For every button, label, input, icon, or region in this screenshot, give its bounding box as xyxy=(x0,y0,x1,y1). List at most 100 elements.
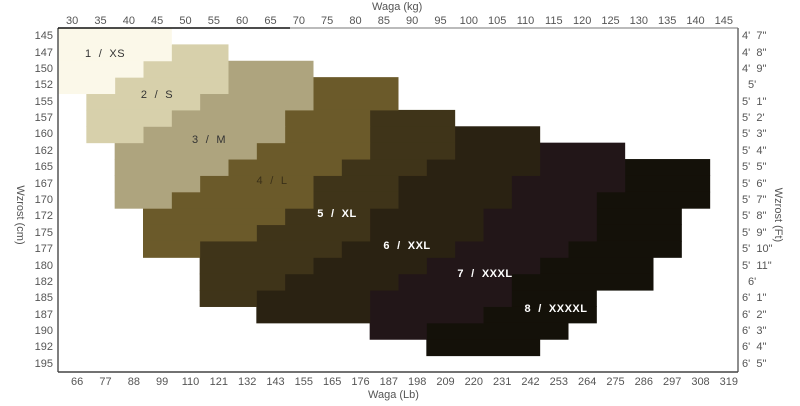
size-cell xyxy=(256,306,371,324)
y-axis-title-right: Wzrost (Ft) xyxy=(772,187,784,243)
y-tick-cm: 187 xyxy=(34,308,53,321)
size-cell xyxy=(284,109,371,127)
size-cell xyxy=(199,290,257,307)
size-cell xyxy=(426,322,569,340)
x-tick-kg: 90 xyxy=(406,15,419,27)
size-cell xyxy=(624,159,711,176)
y-tick-ft: 5' xyxy=(748,79,757,92)
size-label-3: 3 / M xyxy=(191,134,227,146)
size-label-7: 7 / XXXL xyxy=(457,268,513,280)
size-cell xyxy=(199,273,286,291)
size-cell xyxy=(143,126,286,144)
x-tick-lb: 165 xyxy=(322,376,342,388)
size-region-1 xyxy=(58,28,172,95)
y-tick-ft: 5' 6" xyxy=(742,177,767,190)
size-region-3 xyxy=(114,60,314,209)
size-cell xyxy=(511,175,626,193)
x-tick-kg: 110 xyxy=(516,15,535,27)
size-cell xyxy=(483,224,597,242)
x-tick-kg: 115 xyxy=(545,15,563,27)
y-tick-cm: 185 xyxy=(34,292,53,305)
size-cell xyxy=(454,240,569,258)
size-cell xyxy=(369,322,427,340)
x-tick-lb: 231 xyxy=(492,376,512,388)
y-tick-ft: 5' 1" xyxy=(742,95,767,108)
size-cell xyxy=(228,77,314,95)
y-tick-cm: 145 xyxy=(34,30,53,43)
y-tick-cm: 170 xyxy=(34,194,53,206)
y-tick-cm: 192 xyxy=(34,341,53,354)
x-tick-kg: 100 xyxy=(459,15,479,27)
x-tick-lb: 176 xyxy=(351,376,370,388)
x-tick-lb: 286 xyxy=(634,376,654,388)
size-cell xyxy=(256,290,371,307)
y-tick-cm: 152 xyxy=(34,79,53,92)
size-cell xyxy=(596,224,682,242)
x-tick-kg: 75 xyxy=(321,15,334,27)
size-cell xyxy=(369,142,456,160)
x-tick-kg: 85 xyxy=(377,15,390,27)
size-cell xyxy=(143,60,229,78)
y-tick-ft: 4' 7" xyxy=(742,30,767,43)
y-tick-ft: 5' 9" xyxy=(742,226,767,239)
x-tick-lb: 209 xyxy=(436,376,455,388)
size-cell xyxy=(568,240,682,258)
size-cell xyxy=(369,224,484,242)
size-cell xyxy=(624,175,711,193)
y-tick-cm: 165 xyxy=(34,161,53,174)
x-tick-kg: 45 xyxy=(151,15,164,27)
size-cell xyxy=(511,273,654,291)
x-tick-kg: 65 xyxy=(264,15,277,27)
x-tick-kg: 95 xyxy=(434,15,447,27)
size-cell xyxy=(199,175,314,193)
size-cell xyxy=(256,142,371,160)
y-tick-ft: 6' 4" xyxy=(742,341,767,354)
size-cell xyxy=(228,60,314,78)
size-cell xyxy=(58,44,172,62)
x-tick-kg: 35 xyxy=(94,15,107,27)
x-tick-lb: 308 xyxy=(691,376,710,388)
size-cell xyxy=(511,191,597,209)
size-cell xyxy=(171,191,314,209)
x-tick-lb: 264 xyxy=(577,376,597,388)
size-cell xyxy=(369,290,512,307)
x-tick-lb: 132 xyxy=(237,376,257,388)
size-cell xyxy=(596,191,711,209)
x-tick-kg: 120 xyxy=(572,15,592,27)
y-tick-cm: 160 xyxy=(34,128,53,141)
size-cell xyxy=(398,191,512,209)
size-cell xyxy=(114,191,172,209)
x-tick-lb: 110 xyxy=(181,376,200,388)
x-tick-kg: 50 xyxy=(179,15,192,27)
x-tick-lb: 88 xyxy=(127,376,140,388)
size-region-7 xyxy=(369,142,626,340)
size-cell xyxy=(114,142,257,160)
size-cell xyxy=(369,306,484,324)
size-cell xyxy=(539,257,654,275)
y-tick-ft: 5' 5" xyxy=(742,161,767,174)
x-tick-lb: 155 xyxy=(294,376,314,388)
x-tick-kg: 105 xyxy=(487,15,507,27)
size-region-6 xyxy=(256,126,541,324)
size-region-2 xyxy=(86,44,229,144)
x-tick-kg: 145 xyxy=(714,15,734,27)
size-cell xyxy=(58,60,144,78)
y-tick-ft: 5' 7" xyxy=(742,194,767,206)
y-tick-cm: 190 xyxy=(34,325,53,338)
y-tick-ft: 5' 3" xyxy=(742,128,767,141)
x-tick-lb: 242 xyxy=(521,376,540,388)
x-tick-kg: 30 xyxy=(66,15,79,27)
size-cell xyxy=(143,224,257,242)
size-cell xyxy=(369,109,456,127)
size-label-5: 5 / XL xyxy=(317,208,357,220)
y-tick-cm: 182 xyxy=(34,275,53,288)
y-tick-cm: 150 xyxy=(34,62,53,75)
size-cell xyxy=(426,339,541,357)
size-label-2: 2 / S xyxy=(140,89,174,101)
x-tick-lb: 253 xyxy=(549,376,569,388)
size-cell xyxy=(398,273,512,291)
size-cell xyxy=(228,159,342,176)
size-label-1: 1 / XS xyxy=(84,48,126,60)
y-tick-ft: 5' 11" xyxy=(742,259,772,272)
